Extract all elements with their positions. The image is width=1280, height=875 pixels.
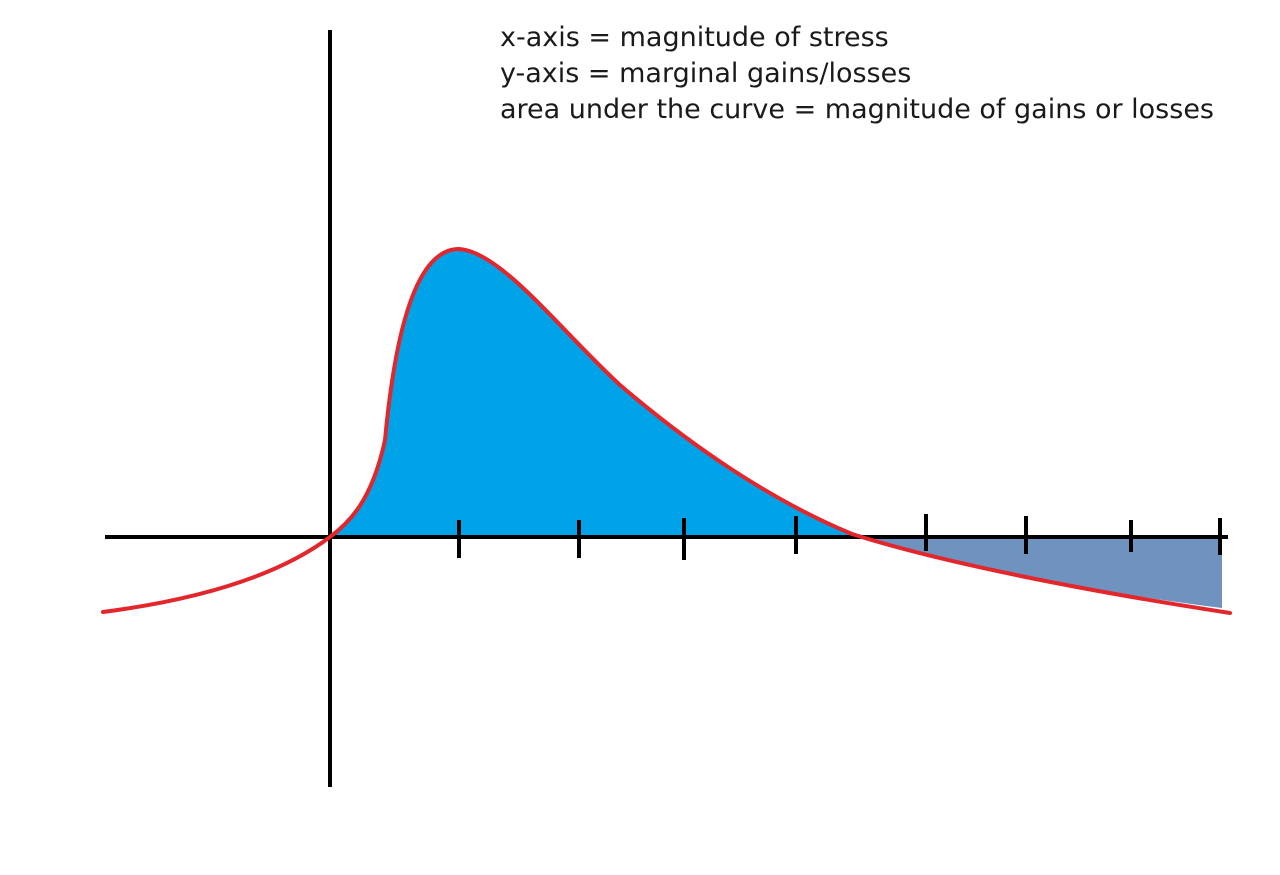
x-axis-description: x-axis = magnitude of stress	[500, 22, 889, 53]
stress-response-curve	[101, 246, 1232, 615]
y-axis-description: y-axis = marginal gains/losses	[500, 58, 912, 89]
axis-legend: x-axis = magnitude of stress y-axis = ma…	[500, 20, 1214, 128]
x-axis-ticks	[457, 514, 1222, 560]
area-description: area under the curve = magnitude of gain…	[500, 94, 1214, 125]
loss-area	[852, 534, 1222, 608]
